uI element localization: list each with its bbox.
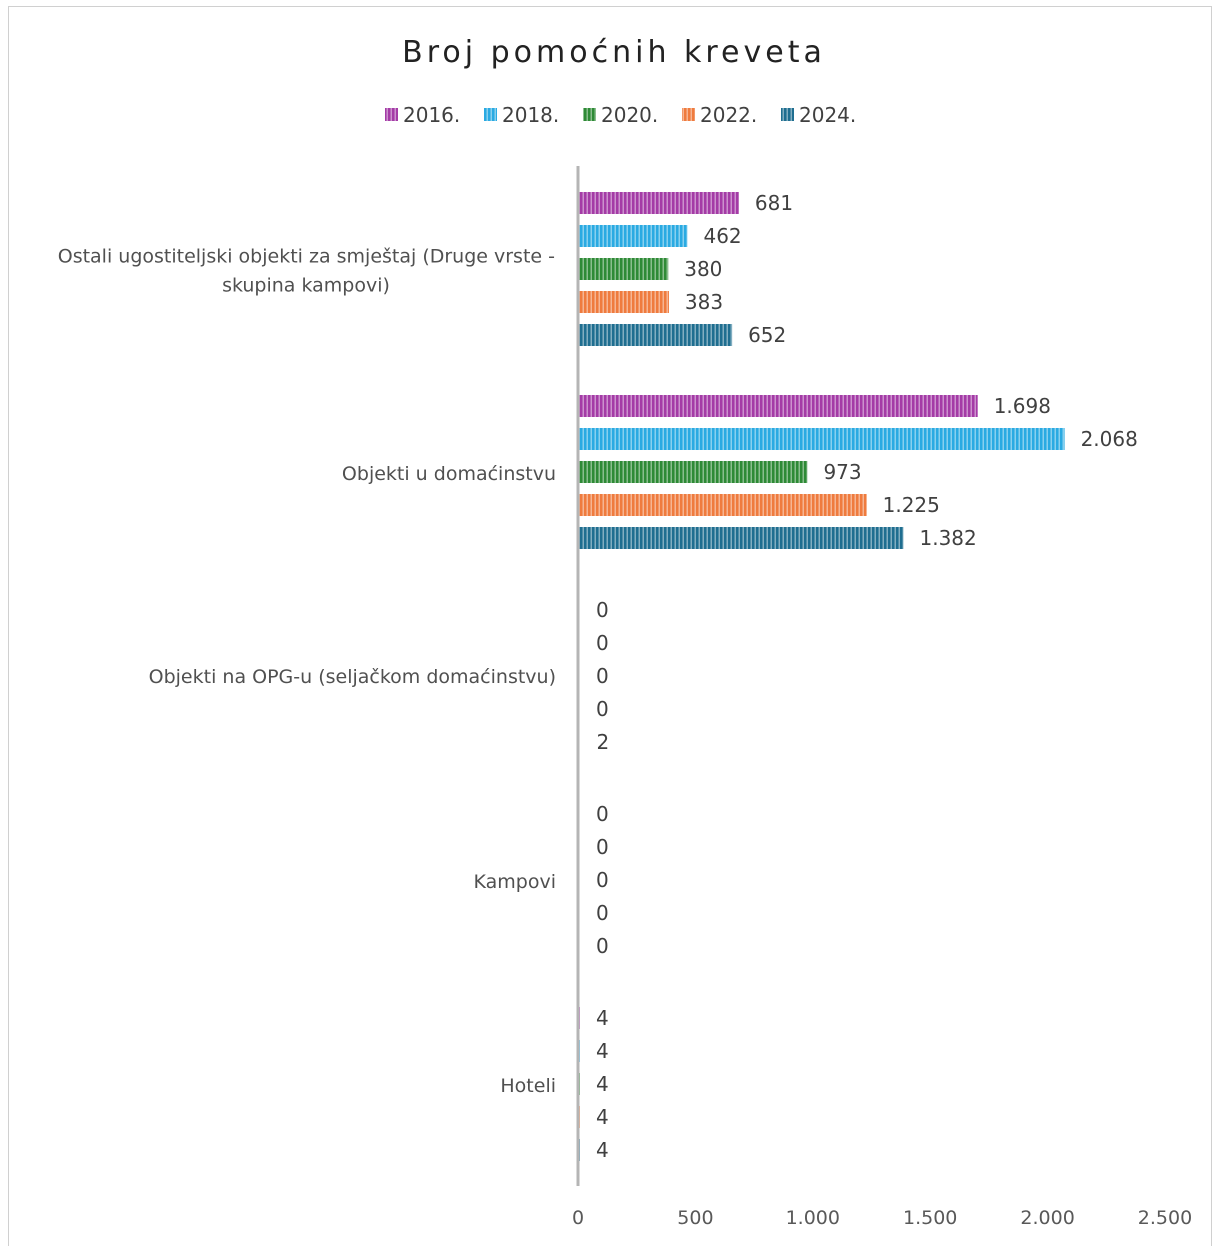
legend-swatch-2020 <box>583 108 596 121</box>
data-labels: 681 462 380 383 652 1.698 2.068 973 1.225 1.382 0 0… <box>596 191 1138 1162</box>
category-label: Hoteli <box>500 1075 556 1097</box>
category-label: skupina kampovi) <box>222 275 390 297</box>
chart-top-strip <box>0 0 1220 6</box>
data-label: 681 <box>755 191 793 215</box>
data-label: 4 <box>596 1039 609 1063</box>
data-label: 4 <box>596 1105 609 1129</box>
data-label: 0 <box>596 901 609 925</box>
data-label: 4 <box>596 1006 609 1030</box>
bar-2020 <box>579 258 669 280</box>
data-label: 0 <box>596 598 609 622</box>
bar-2018 <box>579 428 1065 450</box>
data-label: 0 <box>596 934 609 958</box>
data-label: 652 <box>748 323 786 347</box>
data-label: 0 <box>596 868 609 892</box>
data-label: 383 <box>685 290 723 314</box>
bar-2024 <box>579 324 733 346</box>
data-label: 0 <box>596 697 609 721</box>
data-label: 1.382 <box>919 526 976 550</box>
category-label: Kampovi <box>474 871 557 893</box>
category-labels: Ostali ugostiteljski objekti za smještaj… <box>58 246 556 1098</box>
data-label: 1.225 <box>883 493 940 517</box>
bar-2016 <box>579 395 978 417</box>
legend-label: 2024. <box>799 103 856 127</box>
legend: 2016. 2018. 2020. 2022. 2024. <box>385 103 856 127</box>
data-label: 462 <box>703 224 741 248</box>
legend-swatch-2018 <box>484 108 497 121</box>
data-label: 973 <box>823 460 861 484</box>
legend-swatch-2022 <box>682 108 695 121</box>
chart-title: Broj pomoćnih kreveta <box>402 35 826 70</box>
data-label: 2.068 <box>1081 427 1138 451</box>
legend-swatch-2024 <box>781 108 794 121</box>
x-tick-label: 1.500 <box>903 1207 957 1229</box>
bar-2020 <box>579 461 808 483</box>
x-axis-ticks: 0 500 1.000 1.500 2.000 2.500 <box>572 1207 1192 1229</box>
data-label: 380 <box>684 257 722 281</box>
x-tick-label: 1.000 <box>786 1207 840 1229</box>
data-label: 2 <box>596 730 609 754</box>
bar-2018 <box>579 225 688 247</box>
legend-label: 2020. <box>601 103 658 127</box>
category-label: Objekti na OPG-u (seljačkom domaćinstvu) <box>149 666 556 688</box>
legend-label: 2016. <box>403 103 460 127</box>
legend-swatch-2016 <box>385 108 398 121</box>
x-tick-label: 2.500 <box>1138 1207 1192 1229</box>
legend-label: 2022. <box>700 103 757 127</box>
chart-frame <box>8 6 1212 1246</box>
data-label: 0 <box>596 802 609 826</box>
data-label: 0 <box>596 631 609 655</box>
x-tick-label: 2.000 <box>1020 1207 1074 1229</box>
bar-2016 <box>579 192 739 214</box>
legend-label: 2018. <box>502 103 559 127</box>
data-label: 1.698 <box>994 394 1051 418</box>
bar-2022 <box>579 291 669 313</box>
bars <box>579 192 1065 1161</box>
x-tick-label: 500 <box>677 1207 713 1229</box>
data-label: 0 <box>596 835 609 859</box>
category-label: Ostali ugostiteljski objekti za smještaj… <box>58 246 555 268</box>
category-label: Objekti u domaćinstvu <box>342 463 556 485</box>
bar-2022 <box>579 494 867 516</box>
data-label: 4 <box>596 1138 609 1162</box>
data-label: 0 <box>596 664 609 688</box>
data-label: 4 <box>596 1072 609 1096</box>
x-tick-label: 0 <box>572 1207 584 1229</box>
bar-2024 <box>579 527 904 549</box>
